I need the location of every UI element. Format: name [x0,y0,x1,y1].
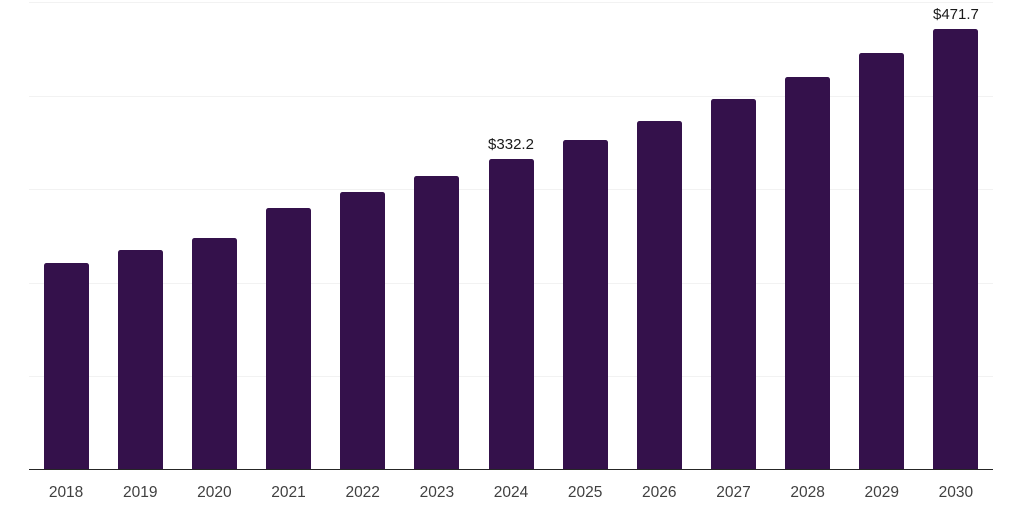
gridline-400 [29,95,993,97]
x-tick-2023: 2023 [419,484,455,501]
plot-area: $332.2 $471.7 [29,0,993,470]
bar-2028 [785,76,831,470]
x-tick-2024: 2024 [493,484,529,501]
x-tick-2030: 2030 [938,484,974,501]
bar-2022 [340,192,386,470]
bar-2027 [710,98,756,470]
x-tick-2018: 2018 [48,484,84,501]
x-tick-2025: 2025 [567,484,603,501]
bar-2020 [191,238,237,470]
x-tick-2028: 2028 [790,484,825,501]
x-tick-2029: 2029 [864,484,900,501]
x-tick-2020: 2020 [197,484,232,501]
x-tick-2019: 2019 [122,484,158,501]
data-label-2024: $332.2 [488,136,534,154]
bar-2023 [414,176,460,470]
bar-2026 [636,120,682,470]
bar-2024 [488,159,534,470]
x-tick-2026: 2026 [642,484,677,501]
bar-2029 [859,52,905,470]
bar-2019 [117,250,163,470]
bar-2025 [562,140,608,470]
bar-2021 [266,208,312,470]
gridline-500 [29,2,993,3]
x-tick-2022: 2022 [345,484,380,501]
bar-2018 [43,263,89,470]
bar-2030 [933,28,979,470]
x-tick-2027: 2027 [716,484,751,501]
x-tick-2021: 2021 [271,484,306,501]
data-label-2030: $471.7 [932,5,979,23]
x-axis-line [29,468,993,470]
